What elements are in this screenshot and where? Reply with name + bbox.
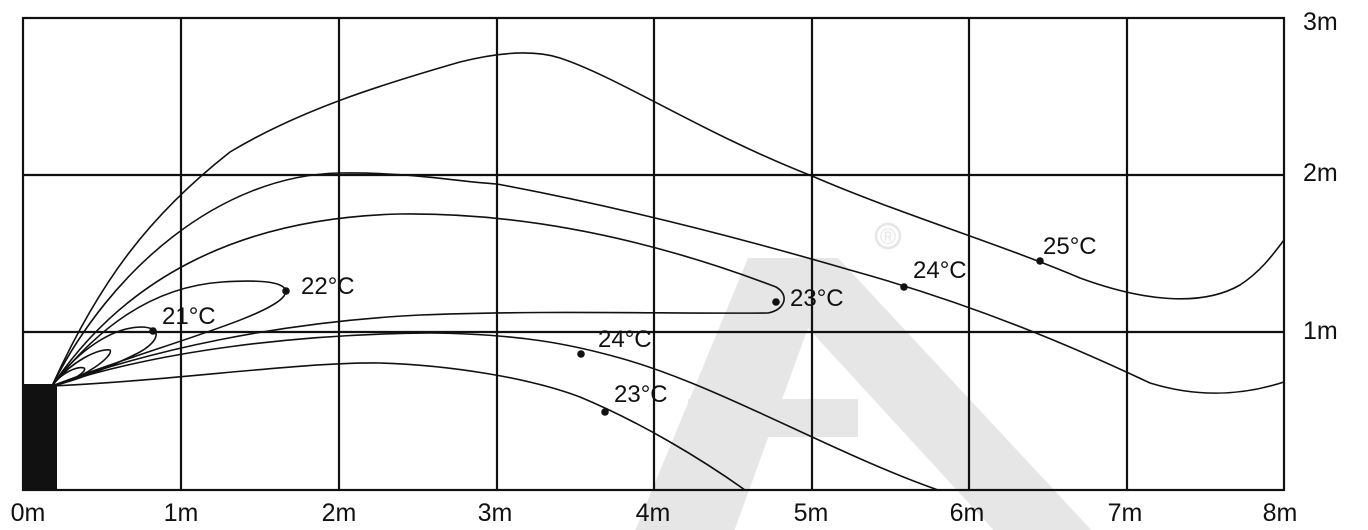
- temp-label-23-lower: 23°C: [614, 381, 668, 408]
- marker-24-upper: [900, 283, 908, 291]
- x-axis-label-0m: 0m: [11, 499, 46, 527]
- isotherm-22: [51, 280, 287, 387]
- x-axis-label-8m: 8m: [1263, 499, 1298, 527]
- temp-label-24-lower: 24°C: [598, 326, 652, 353]
- isotherm-24-upper: [51, 172, 1285, 394]
- isotherm-23-lower: [51, 362, 746, 491]
- x-axis-label-4m: 4m: [636, 499, 671, 527]
- watermark-registered-mark: ®: [880, 224, 896, 249]
- temp-label-21: 21°C: [162, 303, 216, 330]
- air-conditioner-unit: [23, 384, 57, 490]
- x-axis-label-5m: 5m: [794, 499, 829, 527]
- x-axis-label-3m: 3m: [478, 499, 513, 527]
- marker-23-lower: [601, 408, 609, 416]
- temp-label-24-upper: 24°C: [913, 257, 967, 284]
- y-axis-label-2m: 2m: [1303, 159, 1338, 187]
- watermark-registered-circle: [874, 222, 902, 250]
- watermark-shape: [635, 258, 1092, 530]
- y-axis-label-1m: 1m: [1303, 317, 1338, 345]
- label-markers: [149, 257, 1044, 416]
- x-axis-label-6m: 6m: [950, 499, 985, 527]
- temp-label-22: 22°C: [301, 273, 355, 300]
- temp-label-25: 25°C: [1043, 233, 1097, 260]
- y-axis-labels: 1m 2m 3m: [1303, 8, 1338, 345]
- isotherm-25: [51, 52, 1285, 387]
- y-axis-label-3m: 3m: [1303, 8, 1338, 36]
- temp-label-23-upper: 23°C: [790, 285, 844, 312]
- marker-25: [1036, 257, 1044, 265]
- x-axis-labels: 0m 1m 2m 3m 4m 5m 6m 7m 8m: [11, 499, 1298, 527]
- marker-24-lower: [577, 350, 585, 358]
- x-axis-label-1m: 1m: [164, 499, 199, 527]
- x-axis-label-2m: 2m: [322, 499, 357, 527]
- isotherms: [51, 52, 1285, 491]
- isotherm-23-upper: [51, 213, 785, 387]
- marker-23-upper: [772, 298, 780, 306]
- grid: [21, 16, 1286, 492]
- watermark: ®: [635, 222, 1092, 530]
- temperature-labels: 21°C 22°C 23°C 24°C 25°C 24°C 23°C: [162, 233, 1097, 408]
- marker-21: [149, 327, 157, 335]
- isotherm-24-lower: [51, 332, 939, 491]
- x-axis-label-7m: 7m: [1108, 499, 1143, 527]
- marker-22: [282, 287, 290, 295]
